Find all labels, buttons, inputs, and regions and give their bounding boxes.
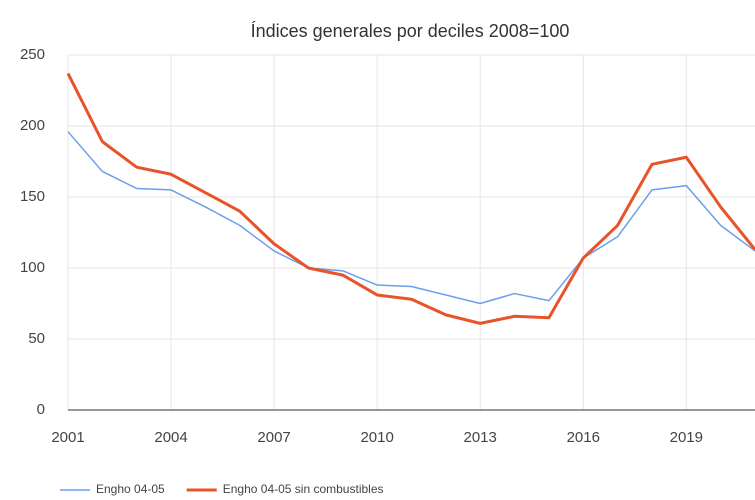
x-tick-label: 2013 (464, 429, 497, 446)
y-tick-label: 200 (20, 117, 45, 134)
x-tick-label: 2004 (154, 429, 187, 446)
y-tick-label: 250 (20, 46, 45, 63)
x-tick-label: 2001 (51, 429, 84, 446)
series-line (66, 72, 755, 325)
legend-label: Engho 04-05 sin combustibles (223, 482, 384, 496)
x-tick-label: 2016 (567, 429, 600, 446)
chart-title: Índices generales por deciles 2008=100 (251, 21, 570, 41)
x-tick-label: 2010 (360, 429, 393, 446)
series-line (67, 131, 755, 305)
x-tick-label: 2019 (670, 429, 703, 446)
y-tick-label: 100 (20, 259, 45, 276)
x-tick-label: 2007 (257, 429, 290, 446)
y-tick-label: 50 (28, 330, 45, 347)
y-tick-label: 150 (20, 188, 45, 205)
y-tick-label: 0 (37, 401, 45, 418)
legend-label: Engho 04-05 (96, 482, 165, 496)
